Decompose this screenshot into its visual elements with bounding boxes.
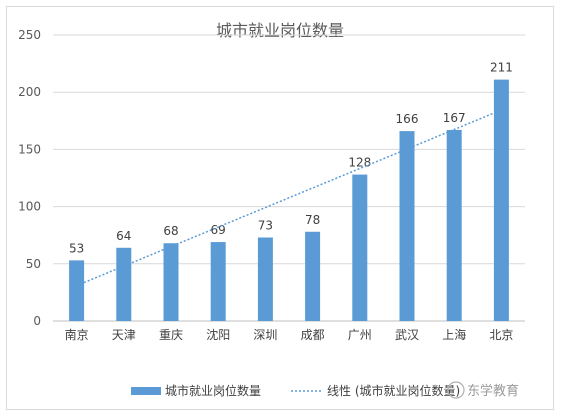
bar bbox=[69, 260, 84, 321]
legend-trend-label: 线性 (城市就业岗位数量) bbox=[327, 383, 460, 398]
data-label: 69 bbox=[211, 223, 226, 237]
chart-frame: 城市就业岗位数量 0 50 100 150 200 250 53 64 68 69 73 78 128… bbox=[6, 6, 554, 410]
data-label: 167 bbox=[443, 111, 466, 125]
data-label: 73 bbox=[258, 218, 273, 232]
y-tick-label: 150 bbox=[18, 142, 41, 156]
y-tick-label: 0 bbox=[33, 314, 41, 328]
data-label: 166 bbox=[396, 112, 419, 126]
y-tick-label: 200 bbox=[18, 85, 41, 99]
x-tick-label: 上海 bbox=[442, 327, 466, 342]
y-tick-label: 50 bbox=[26, 257, 41, 271]
data-label: 64 bbox=[116, 229, 131, 243]
x-tick-label: 沈阳 bbox=[206, 327, 230, 342]
bar-chart: 城市就业岗位数量 0 50 100 150 200 250 53 64 68 69 73 78 128… bbox=[7, 7, 553, 409]
x-tick-label: 广州 bbox=[348, 328, 372, 342]
bar bbox=[305, 232, 320, 321]
y-tick-label: 100 bbox=[18, 200, 41, 214]
bar bbox=[352, 175, 367, 321]
bar bbox=[494, 80, 509, 321]
x-tick-label: 南京 bbox=[65, 327, 89, 342]
y-tick-label: 250 bbox=[18, 28, 41, 42]
legend-series-label: 城市就业岗位数量 bbox=[165, 383, 261, 398]
legend: 城市就业岗位数量 线性 (城市就业岗位数量) bbox=[131, 383, 460, 398]
bar bbox=[447, 130, 462, 321]
x-tick-label: 北京 bbox=[489, 328, 513, 342]
data-label: 211 bbox=[490, 61, 513, 75]
x-tick-label: 深圳 bbox=[253, 328, 277, 342]
data-label: 53 bbox=[69, 241, 84, 255]
bar bbox=[116, 248, 131, 321]
x-tick-label: 天津 bbox=[112, 328, 136, 342]
legend-bar-swatch bbox=[131, 387, 161, 395]
bar bbox=[164, 243, 179, 321]
bar bbox=[211, 242, 226, 321]
x-tick-label: 武汉 bbox=[395, 328, 419, 342]
bar bbox=[400, 131, 415, 321]
x-tick-label: 成都 bbox=[301, 328, 325, 342]
data-label: 78 bbox=[305, 213, 320, 227]
data-label: 68 bbox=[163, 224, 178, 238]
trendline bbox=[77, 110, 502, 286]
x-tick-label: 重庆 bbox=[159, 328, 183, 342]
bar bbox=[258, 237, 273, 321]
data-label: 128 bbox=[348, 156, 371, 170]
watermark-text: 东学教育 bbox=[467, 383, 519, 399]
chart-title: 城市就业岗位数量 bbox=[216, 21, 344, 40]
